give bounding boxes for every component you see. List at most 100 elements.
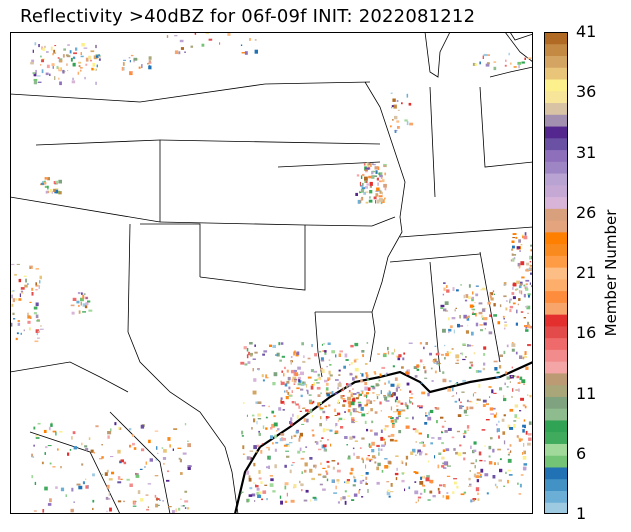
echo-pixel — [349, 472, 353, 475]
echo-pixel — [483, 317, 488, 321]
echo-pixel — [72, 56, 76, 59]
echo-pixel — [394, 418, 398, 423]
echo-pixel — [253, 378, 257, 382]
echo-pixel — [382, 438, 386, 441]
echo-pixel — [323, 343, 325, 345]
echo-pixel — [261, 405, 266, 407]
echo-pixel — [120, 478, 123, 480]
echo-pixel — [472, 308, 476, 311]
echo-pixel — [37, 81, 42, 83]
echo-pixel — [286, 389, 288, 393]
echo-pixel — [366, 428, 369, 432]
echo-pixel — [376, 394, 380, 396]
echo-pixel — [515, 351, 518, 355]
echo-pixel — [483, 322, 487, 326]
echo-pixel — [302, 407, 305, 409]
echo-pixel — [443, 484, 446, 487]
echo-pixel — [361, 350, 365, 353]
echo-pixel — [208, 38, 213, 41]
echo-pixel — [460, 401, 462, 404]
echo-pixel — [527, 57, 532, 60]
echo-pixel — [413, 471, 417, 473]
echo-pixel — [446, 351, 449, 354]
echo-pixel — [375, 200, 376, 204]
echo-pixel — [389, 438, 394, 442]
echo-pixel — [365, 476, 368, 480]
echo-pixel — [438, 452, 442, 455]
echo-pixel — [419, 451, 422, 456]
echo-pixel — [336, 479, 340, 482]
echo-pixel — [475, 285, 479, 287]
echo-pixel — [330, 443, 332, 447]
echo-pixel — [396, 467, 398, 471]
echo-pixel — [486, 402, 489, 405]
echo-pixel — [327, 342, 331, 345]
echo-pixel — [423, 346, 425, 350]
echo-pixel — [512, 375, 516, 378]
echo-pixel — [354, 440, 358, 442]
echo-pixel — [290, 369, 295, 374]
echo-pixel — [503, 440, 506, 445]
echo-pixel — [135, 474, 140, 478]
echo-pixel — [79, 69, 82, 72]
echo-pixel — [72, 77, 74, 81]
echo-pixel — [459, 315, 461, 319]
echo-pixel — [49, 73, 51, 76]
echo-pixel — [465, 356, 467, 358]
echo-pixel — [509, 298, 512, 301]
echo-pixel — [288, 444, 290, 447]
echo-pixel — [249, 450, 254, 452]
echo-pixel — [471, 313, 476, 315]
echo-pixel — [489, 293, 492, 298]
echo-pixel — [154, 494, 157, 498]
echo-pixel — [527, 312, 529, 314]
echo-pixel — [322, 488, 326, 491]
echo-pixel — [440, 307, 444, 309]
echo-pixel — [107, 431, 112, 435]
echo-pixel — [27, 283, 29, 285]
echo-pixel — [319, 350, 322, 353]
echo-pixel — [365, 372, 368, 375]
echo-pixel — [71, 487, 74, 492]
echo-pixel — [101, 456, 104, 459]
echo-pixel — [527, 325, 531, 329]
echo-pixel — [337, 462, 339, 465]
echo-pixel — [386, 491, 389, 493]
echo-pixel — [453, 448, 456, 451]
echo-pixel — [353, 452, 355, 456]
echo-pixel — [155, 503, 159, 508]
echo-pixel — [38, 44, 40, 48]
echo-pixel — [353, 475, 355, 479]
echo-pixel — [488, 455, 491, 458]
state-border-iowa-missouri — [277, 161, 381, 168]
echo-pixel — [362, 173, 365, 177]
echo-pixel — [27, 315, 31, 319]
echo-pixel — [412, 402, 414, 405]
echo-pixel — [41, 58, 45, 60]
echo-pixel — [314, 353, 318, 357]
echo-pixel — [88, 437, 91, 440]
echo-pixel — [358, 393, 362, 396]
echo-pixel — [41, 69, 44, 74]
echo-pixel — [478, 451, 482, 456]
echo-pixel — [347, 495, 351, 497]
echo-pixel — [338, 353, 341, 357]
echo-pixel — [485, 63, 490, 67]
echo-pixel — [493, 360, 498, 363]
echo-pixel — [422, 364, 425, 366]
echo-pixel — [510, 450, 512, 453]
echo-pixel — [359, 181, 361, 186]
echo-pixel — [514, 288, 517, 291]
echo-pixel — [83, 47, 88, 49]
echo-pixel — [505, 471, 507, 474]
echo-pixel — [275, 354, 278, 356]
echo-pixel — [529, 261, 532, 263]
echo-pixel — [319, 423, 322, 427]
echo-pixel — [371, 175, 375, 179]
echo-pixel — [40, 64, 42, 66]
echo-pixel — [25, 278, 27, 283]
echo-pixel — [252, 390, 257, 395]
echo-pixel — [365, 191, 369, 193]
state-border-montana-wyoming — [10, 83, 266, 103]
echo-pixel — [109, 507, 112, 512]
